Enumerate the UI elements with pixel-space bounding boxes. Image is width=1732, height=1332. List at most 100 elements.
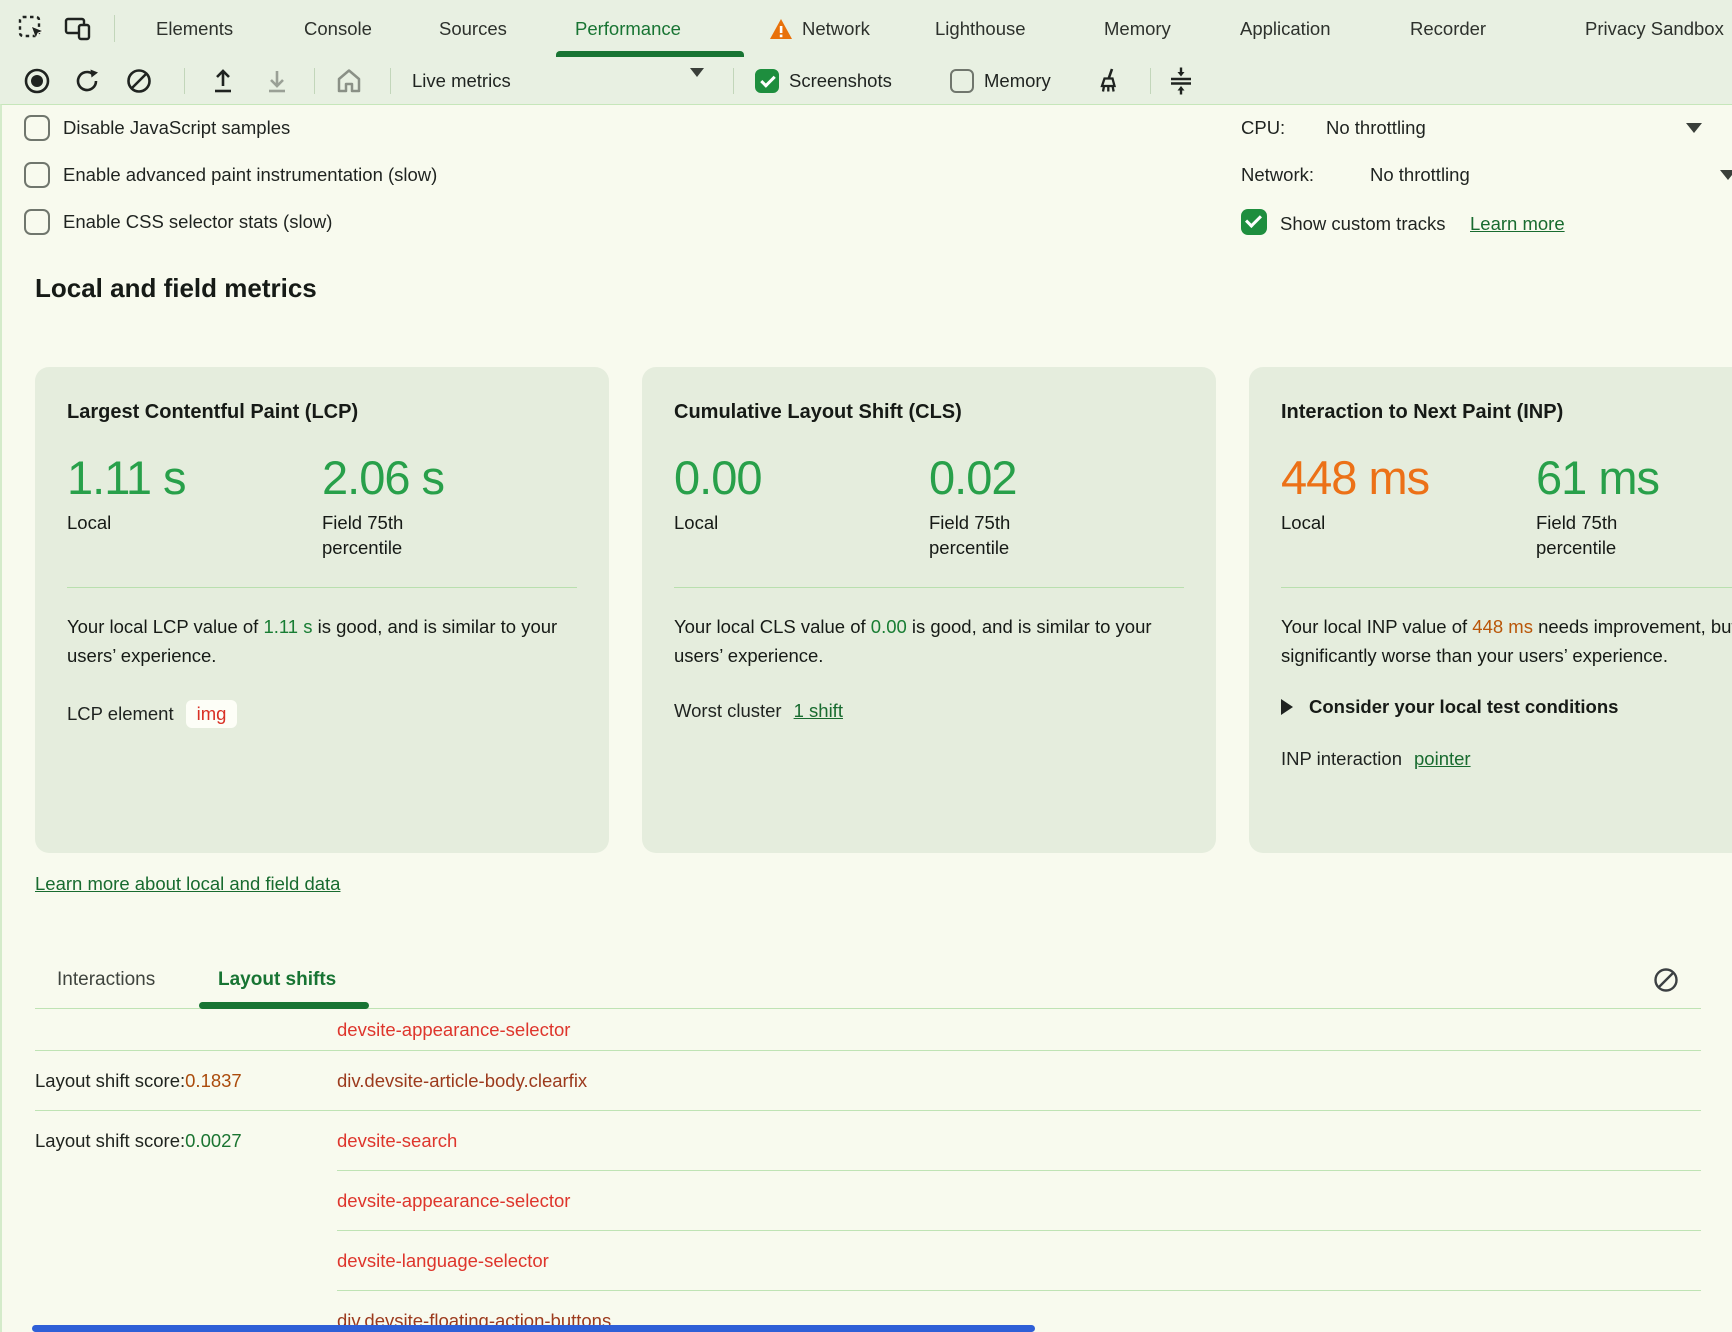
score-value: 0.0027	[185, 1130, 242, 1151]
layout-shift-row[interactable]: devsite-appearance-selector	[35, 1009, 1701, 1051]
circle-slash-icon	[127, 69, 151, 93]
tab-layout-shifts[interactable]: Layout shifts	[218, 969, 337, 990]
card-divider	[674, 586, 1184, 588]
home-button[interactable]	[334, 66, 364, 96]
layout-shift-row[interactable]: Layout shift score: 0.1837 div.devsite-a…	[35, 1051, 1701, 1111]
inp-interaction-label: INP interaction	[1281, 748, 1402, 770]
network-throttling-label: Network:	[1241, 164, 1314, 185]
inp-card-title: Interaction to Next Paint (INP)	[1281, 401, 1564, 423]
circle-slash-icon	[1654, 968, 1678, 992]
layout-shift-row[interactable]: Layout shift score: 0.0027 devsite-searc…	[35, 1111, 1701, 1171]
cls-description: Your local CLS value of 0.00 is good, an…	[674, 615, 1152, 667]
advanced-paint-checkbox[interactable]	[24, 162, 50, 188]
inp-local-value: 448 ms	[1281, 451, 1430, 504]
tab-sources[interactable]: Sources	[439, 17, 507, 39]
disclosure-triangle-icon	[1281, 699, 1293, 716]
worst-cluster-label: Worst cluster	[674, 700, 782, 722]
local-test-conditions-disclosure[interactable]: Consider your local test conditions	[1281, 696, 1732, 718]
cls-field-label: Field 75th percentile	[929, 512, 1011, 558]
device-toolbar-icon[interactable]	[60, 11, 96, 47]
css-selector-stats-label: Enable CSS selector stats (slow)	[63, 211, 333, 232]
inspect-element-icon[interactable]	[14, 11, 50, 47]
tab-recorder[interactable]: Recorder	[1410, 17, 1487, 39]
record-icon	[24, 68, 50, 94]
memory-checkbox[interactable]	[950, 69, 974, 93]
disable-js-samples-checkbox[interactable]	[24, 115, 50, 141]
divider	[184, 68, 185, 94]
tab-memory[interactable]: Memory	[1104, 17, 1171, 39]
cls-card: Cumulative Layout Shift (CLS) 0.00 Local…	[642, 367, 1216, 853]
save-profile-button[interactable]	[262, 66, 292, 96]
live-metrics-caret-icon[interactable]	[690, 68, 704, 95]
disable-js-samples-row: Disable JavaScript samples	[24, 115, 290, 141]
element-node-link[interactable]: devsite-language-selector	[337, 1249, 549, 1271]
local-field-metrics-heading: Local and field metrics	[35, 273, 317, 303]
inp-field-value: 61 ms	[1536, 451, 1660, 504]
lcp-field-value: 2.06 s	[322, 451, 445, 504]
divider	[1150, 68, 1151, 94]
performance-toolbar: Live metrics Screenshots Memory	[0, 57, 1732, 104]
lcp-field-label: Field 75th percentile	[322, 512, 404, 558]
advanced-paint-row: Enable advanced paint instrumentation (s…	[24, 162, 437, 188]
divider	[314, 68, 315, 94]
advanced-paint-label: Enable advanced paint instrumentation (s…	[63, 164, 438, 185]
gc-broom-button[interactable]	[1094, 66, 1124, 96]
tab-interactions[interactable]: Interactions	[57, 969, 156, 990]
inp-description: Your local INP value of 448 ms needs imp…	[1281, 615, 1732, 667]
network-throttling-select[interactable]: No throttling	[1370, 164, 1470, 185]
live-metrics-select[interactable]: Live metrics	[412, 69, 511, 91]
score-label: Layout shift score:	[35, 1069, 186, 1091]
card-divider	[1281, 586, 1732, 588]
layout-shift-row[interactable]: devsite-appearance-selector	[35, 1171, 1701, 1231]
collapse-vertical-icon	[1171, 67, 1191, 95]
card-divider	[67, 586, 577, 588]
cls-field-value: 0.02	[929, 451, 1017, 504]
cpu-select-caret-icon[interactable]	[1686, 123, 1702, 133]
worst-cluster-link[interactable]: 1 shift	[793, 700, 843, 722]
layout-shift-row[interactable]: devsite-language-selector	[35, 1231, 1701, 1291]
score-label: Layout shift score:	[35, 1130, 186, 1151]
score-value: 0.1837	[185, 1069, 242, 1091]
tab-console[interactable]: Console	[304, 17, 372, 39]
custom-tracks-learn-more-link[interactable]: Learn more	[1470, 213, 1565, 234]
horizontal-scrollbar-thumb[interactable]	[32, 1325, 1035, 1332]
reload-icon	[76, 69, 98, 92]
css-selector-stats-checkbox[interactable]	[24, 209, 50, 235]
download-icon	[269, 71, 285, 93]
record-button[interactable]	[22, 66, 52, 96]
tab-elements[interactable]: Elements	[156, 17, 234, 39]
lcp-element-node-link[interactable]: img	[185, 700, 238, 729]
collapse-panel-button[interactable]	[1166, 66, 1196, 96]
cpu-throttling-select[interactable]: No throttling	[1326, 117, 1426, 138]
show-custom-tracks-checkbox[interactable]	[1241, 209, 1267, 235]
screenshots-label: Screenshots	[789, 69, 892, 91]
home-icon	[337, 69, 361, 93]
element-node-link[interactable]: devsite-appearance-selector	[337, 1018, 571, 1040]
tab-network[interactable]: Network	[769, 0, 870, 57]
cls-local-label: Local	[674, 512, 719, 533]
memory-label: Memory	[984, 69, 1051, 91]
tab-lighthouse[interactable]: Lighthouse	[935, 17, 1026, 39]
lcp-local-value: 1.11 s	[67, 451, 187, 504]
element-node-link[interactable]: devsite-appearance-selector	[337, 1189, 571, 1211]
tab-privacy-sandbox[interactable]: Privacy Sandbox	[1585, 17, 1724, 39]
clear-recording-button[interactable]	[124, 66, 154, 96]
element-node-link[interactable]: div.devsite-article-body.clearfix	[337, 1069, 588, 1091]
inp-interaction-link[interactable]: pointer	[1414, 748, 1471, 770]
learn-more-local-field-link[interactable]: Learn more about local and field data	[35, 873, 341, 894]
network-select-caret-icon[interactable]	[1720, 170, 1732, 180]
clear-log-button[interactable]	[1651, 965, 1681, 995]
divider	[390, 68, 391, 94]
reload-record-button[interactable]	[72, 66, 102, 96]
cpu-throttling-label: CPU:	[1241, 117, 1286, 138]
screenshots-checkbox[interactable]	[755, 69, 779, 93]
cls-local-value: 0.00	[674, 451, 762, 504]
tab-performance[interactable]: Performance	[575, 17, 681, 39]
load-profile-button[interactable]	[208, 66, 238, 96]
element-node-link[interactable]: devsite-search	[337, 1129, 458, 1151]
tab-application[interactable]: Application	[1240, 17, 1331, 39]
disable-js-samples-label: Disable JavaScript samples	[63, 117, 291, 138]
show-custom-tracks-label: Show custom tracks	[1280, 213, 1446, 234]
inp-local-label: Local	[1281, 512, 1326, 533]
inp-card: Interaction to Next Paint (INP) 448 ms L…	[1249, 367, 1732, 853]
